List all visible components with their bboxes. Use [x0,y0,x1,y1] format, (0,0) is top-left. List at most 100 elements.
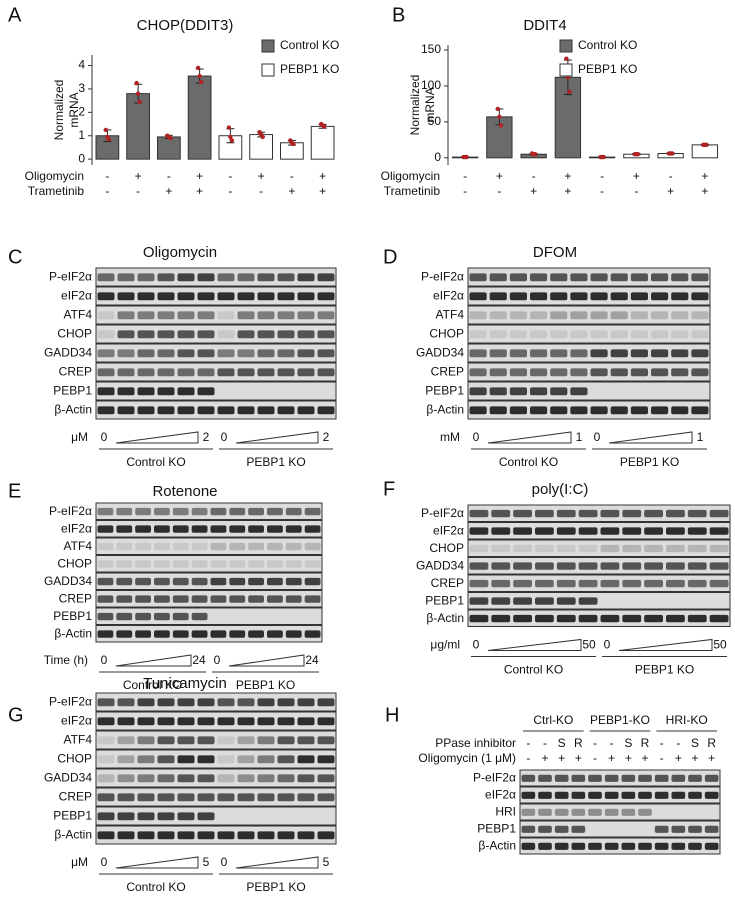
dose-triangle [608,431,693,444]
band [197,330,215,339]
band [135,595,151,603]
band [588,808,602,816]
panel-letter: H [385,704,399,726]
condition-level: + [288,184,295,198]
band [588,791,602,799]
band [304,525,321,533]
band [600,562,620,570]
protein-label: P-eIF2α [421,506,464,520]
band [297,793,315,802]
band [550,292,568,301]
band [285,542,302,551]
band [630,349,648,358]
band [621,808,636,816]
band [277,698,295,707]
blot-strip [95,267,337,287]
band [210,542,227,551]
group-label: PEBP1 KO [635,663,694,677]
band [521,842,536,850]
band [135,525,151,533]
band [538,825,552,833]
blot-strip [95,305,337,325]
condition-level: - [543,736,547,750]
band [97,368,115,377]
band [135,560,151,568]
band [317,793,335,802]
band [257,368,275,377]
band [691,330,709,339]
band [469,544,489,553]
band [297,717,315,726]
band [157,406,175,415]
band [604,791,619,799]
protein-label: ATF4 [436,308,465,322]
band [117,368,135,377]
data-point [321,124,327,129]
condition-level: + [196,184,203,198]
band [671,349,689,358]
band [610,406,628,415]
band [257,793,275,802]
band [135,612,151,621]
band [285,630,302,638]
band [630,368,648,377]
band [489,273,507,282]
y-tick-label: 3 [78,81,85,95]
protein-label: PEBP1 [425,593,464,607]
bar [310,125,335,160]
legend-swatch [559,63,573,77]
band [117,831,135,840]
band [257,349,275,358]
band [237,793,255,802]
band [687,562,707,570]
protein-label: β-Actin [426,611,464,625]
band [177,311,195,320]
band [666,579,685,588]
band [600,544,620,553]
band [285,560,302,568]
band [267,525,283,533]
band [535,509,554,518]
data-point [195,65,201,71]
blot-title: Rotenone [152,483,217,500]
y-axis-label: Normalized [408,75,422,136]
blot-strip [95,572,323,590]
band [671,774,686,782]
band [257,406,275,415]
band [530,273,548,282]
band [317,774,335,783]
blot-strip [95,381,337,401]
band [217,717,235,726]
band [97,387,115,396]
condition-label: Oligomycin (1 μM) [418,751,516,765]
band [217,349,235,358]
band [317,698,335,707]
band [267,577,283,586]
band [97,812,115,821]
band [556,614,576,623]
dose-start: 0 [101,653,108,667]
blot-strip [467,504,731,522]
condition-level: - [497,184,501,198]
condition-level: - [600,184,604,198]
condition-level: + [633,169,640,183]
band [277,736,295,745]
data-point [497,114,502,120]
condition-label: PPase inhibitor [435,736,516,750]
band [521,791,536,799]
band [277,831,295,840]
blot-strip [95,343,337,363]
band [666,562,685,570]
band [469,579,489,588]
band [491,527,511,535]
dose-end: 5 [203,855,210,869]
band [157,387,175,396]
band [97,717,115,726]
band [550,330,568,339]
band [622,614,642,623]
band [277,793,295,802]
band [469,509,489,518]
band [116,525,133,533]
chart-title: CHOP(DDIT3) [137,17,234,34]
